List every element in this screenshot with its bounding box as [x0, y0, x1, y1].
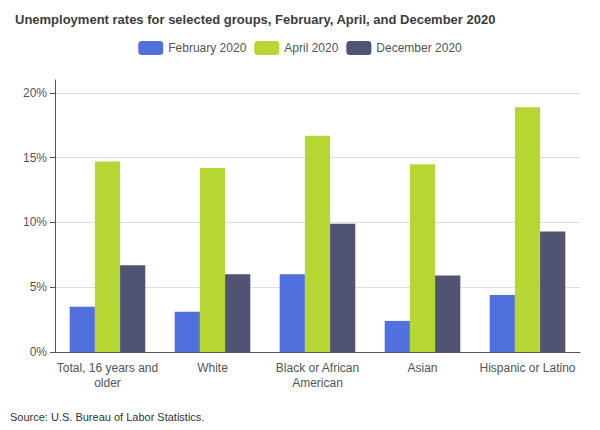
svg-text:10%: 10% — [23, 215, 47, 229]
svg-text:older: older — [94, 376, 121, 390]
svg-text:April 2020: April 2020 — [284, 41, 338, 55]
svg-text:December 2020: December 2020 — [376, 41, 462, 55]
svg-text:Hispanic or Latino: Hispanic or Latino — [479, 361, 575, 375]
svg-text:Black or African: Black or African — [276, 361, 359, 375]
svg-text:20%: 20% — [23, 86, 47, 100]
svg-text:February 2020: February 2020 — [168, 41, 246, 55]
svg-text:0%: 0% — [30, 345, 48, 359]
svg-text:American: American — [292, 376, 343, 390]
svg-text:5%: 5% — [30, 280, 48, 294]
svg-text:Total, 16 years and: Total, 16 years and — [57, 361, 158, 375]
svg-text:White: White — [197, 361, 228, 375]
svg-text:Source: U.S. Bureau of Labor S: Source: U.S. Bureau of Labor Statistics. — [10, 411, 204, 423]
svg-text:Asian: Asian — [407, 361, 437, 375]
svg-text:Unemployment rates for selecte: Unemployment rates for selected groups, … — [15, 12, 495, 27]
svg-text:15%: 15% — [23, 151, 47, 165]
